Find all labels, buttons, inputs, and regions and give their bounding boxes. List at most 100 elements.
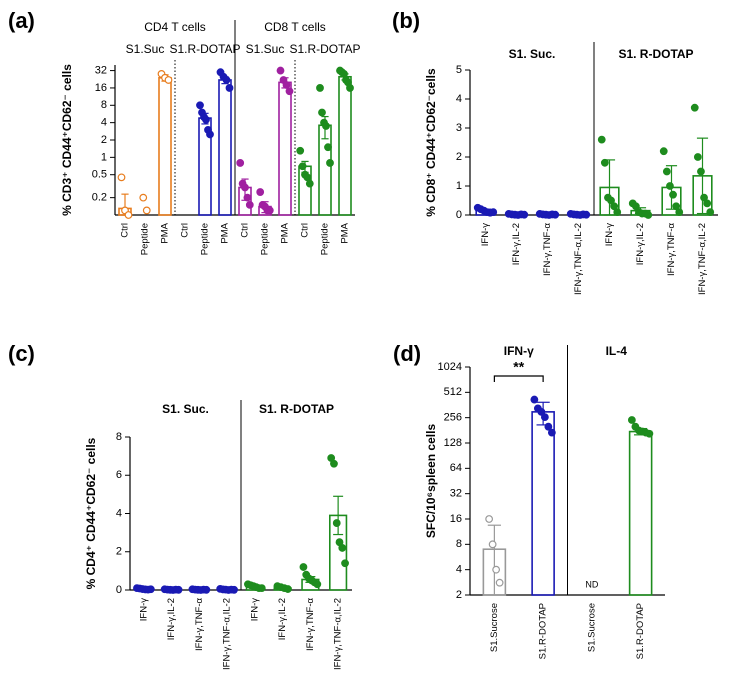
data-point <box>700 193 708 202</box>
y-tick-label: 0 <box>456 209 462 221</box>
data-point <box>537 407 546 416</box>
bar <box>218 79 232 216</box>
data-point <box>206 130 214 139</box>
y-tick-label: 16 <box>95 82 107 94</box>
data-point <box>296 146 305 155</box>
y-tick-label: 0.5 <box>92 169 107 181</box>
x-tick-label: IFN-γ,TNF-α <box>666 222 677 275</box>
subgroup-label: S1.R-DOTAP <box>289 42 360 56</box>
group-label: S1. Suc. <box>162 402 209 416</box>
x-tick-label: Peptide <box>320 223 331 255</box>
panel-label: (a) <box>8 8 35 33</box>
data-point <box>332 519 341 527</box>
bar <box>278 81 292 216</box>
data-point <box>341 559 349 568</box>
y-tick-label: 2 <box>456 589 462 601</box>
group-label: CD8 T cells <box>264 20 326 34</box>
data-point <box>666 182 674 190</box>
x-tick-label: IFN-γ,IL-2 <box>635 223 646 265</box>
x-tick-label: PMA <box>280 222 291 243</box>
panel-label: (b) <box>392 8 420 33</box>
data-point <box>488 540 497 549</box>
data-point <box>117 173 126 182</box>
data-point <box>305 179 314 188</box>
y-tick-label: 8 <box>101 99 107 111</box>
data-point <box>225 84 234 92</box>
y-tick-label: 128 <box>444 437 462 449</box>
group-label: S1. R-DOTAP <box>618 47 693 61</box>
group-label: S1. Suc. <box>509 47 556 61</box>
data-point <box>520 210 529 219</box>
x-tick-label: IFN-γ <box>604 223 615 246</box>
data-point <box>544 422 553 431</box>
x-tick-label: Peptide <box>140 223 151 255</box>
x-tick-label: PMA <box>220 222 231 243</box>
data-point <box>326 159 334 167</box>
x-tick-label: IFN-γ,TNF-α,IL-2 <box>573 223 584 295</box>
y-tick-label: 1024 <box>438 361 462 373</box>
significance-label: ** <box>513 359 524 375</box>
data-point <box>613 208 622 217</box>
data-point <box>313 580 322 589</box>
y-tick-label: 4 <box>101 117 107 129</box>
data-point <box>697 167 705 176</box>
data-point <box>202 585 211 594</box>
y-tick-label: 8 <box>116 431 122 443</box>
subgroup-label: S1.Suc <box>126 42 165 56</box>
y-tick-label: 32 <box>450 488 462 500</box>
data-point <box>283 585 292 593</box>
data-point <box>540 413 549 422</box>
data-point <box>706 208 715 217</box>
x-tick-label: S1.Sucrose <box>586 603 597 652</box>
y-tick-label: 32 <box>95 64 107 76</box>
data-point <box>338 544 347 552</box>
data-point <box>236 159 245 167</box>
y-tick-label: 4 <box>116 507 122 519</box>
data-point <box>245 200 254 209</box>
y-axis-label: % CD3⁺ CD44⁺CD62⁻ cells <box>60 64 74 216</box>
bar <box>158 76 172 216</box>
data-point <box>256 188 265 196</box>
x-tick-label: PMA <box>340 222 351 243</box>
y-tick-label: 6 <box>116 469 122 481</box>
data-point <box>241 183 249 192</box>
group-label: S1. R-DOTAP <box>259 402 334 416</box>
data-point <box>690 103 699 112</box>
data-point <box>139 193 148 202</box>
data-point <box>142 206 151 215</box>
panel-label: (d) <box>393 341 421 366</box>
y-tick-label: 3 <box>456 122 462 134</box>
y-axis-label: SFC/10⁶spleen cells <box>424 424 438 539</box>
x-tick-label: Ctrl <box>240 223 251 238</box>
data-point <box>582 210 591 219</box>
bar <box>531 411 555 596</box>
y-tick-label: 1 <box>456 180 462 192</box>
x-tick-label: IFN-γ,TNF-α,IL-2 <box>697 223 708 295</box>
y-tick-label: 2 <box>116 546 122 558</box>
y-tick-label: 2 <box>456 151 462 163</box>
data-point <box>222 76 231 84</box>
data-point <box>318 108 326 117</box>
y-tick-label: 512 <box>444 386 462 398</box>
x-tick-label: Peptide <box>260 223 271 255</box>
data-point <box>675 208 684 217</box>
y-axis-label: % CD8⁺ CD44⁺CD62⁻cells <box>424 68 438 217</box>
x-tick-label: S1.R-DOTAP <box>635 603 646 659</box>
data-point <box>530 395 539 404</box>
data-point <box>299 563 308 571</box>
data-point <box>257 584 266 592</box>
subgroup-label: S1.R-DOTAP <box>169 42 240 56</box>
y-tick-label: 2 <box>101 134 107 146</box>
data-point <box>202 115 210 124</box>
data-point <box>282 81 291 89</box>
data-point <box>489 208 498 217</box>
data-point <box>316 84 324 92</box>
data-point <box>703 199 712 208</box>
bar <box>338 75 352 216</box>
y-tick-label: 256 <box>444 412 462 424</box>
data-point <box>276 66 285 75</box>
x-tick-label: IFN-γ,IL-2 <box>511 223 522 265</box>
data-point <box>669 190 677 199</box>
x-tick-label: Ctrl <box>300 223 311 238</box>
